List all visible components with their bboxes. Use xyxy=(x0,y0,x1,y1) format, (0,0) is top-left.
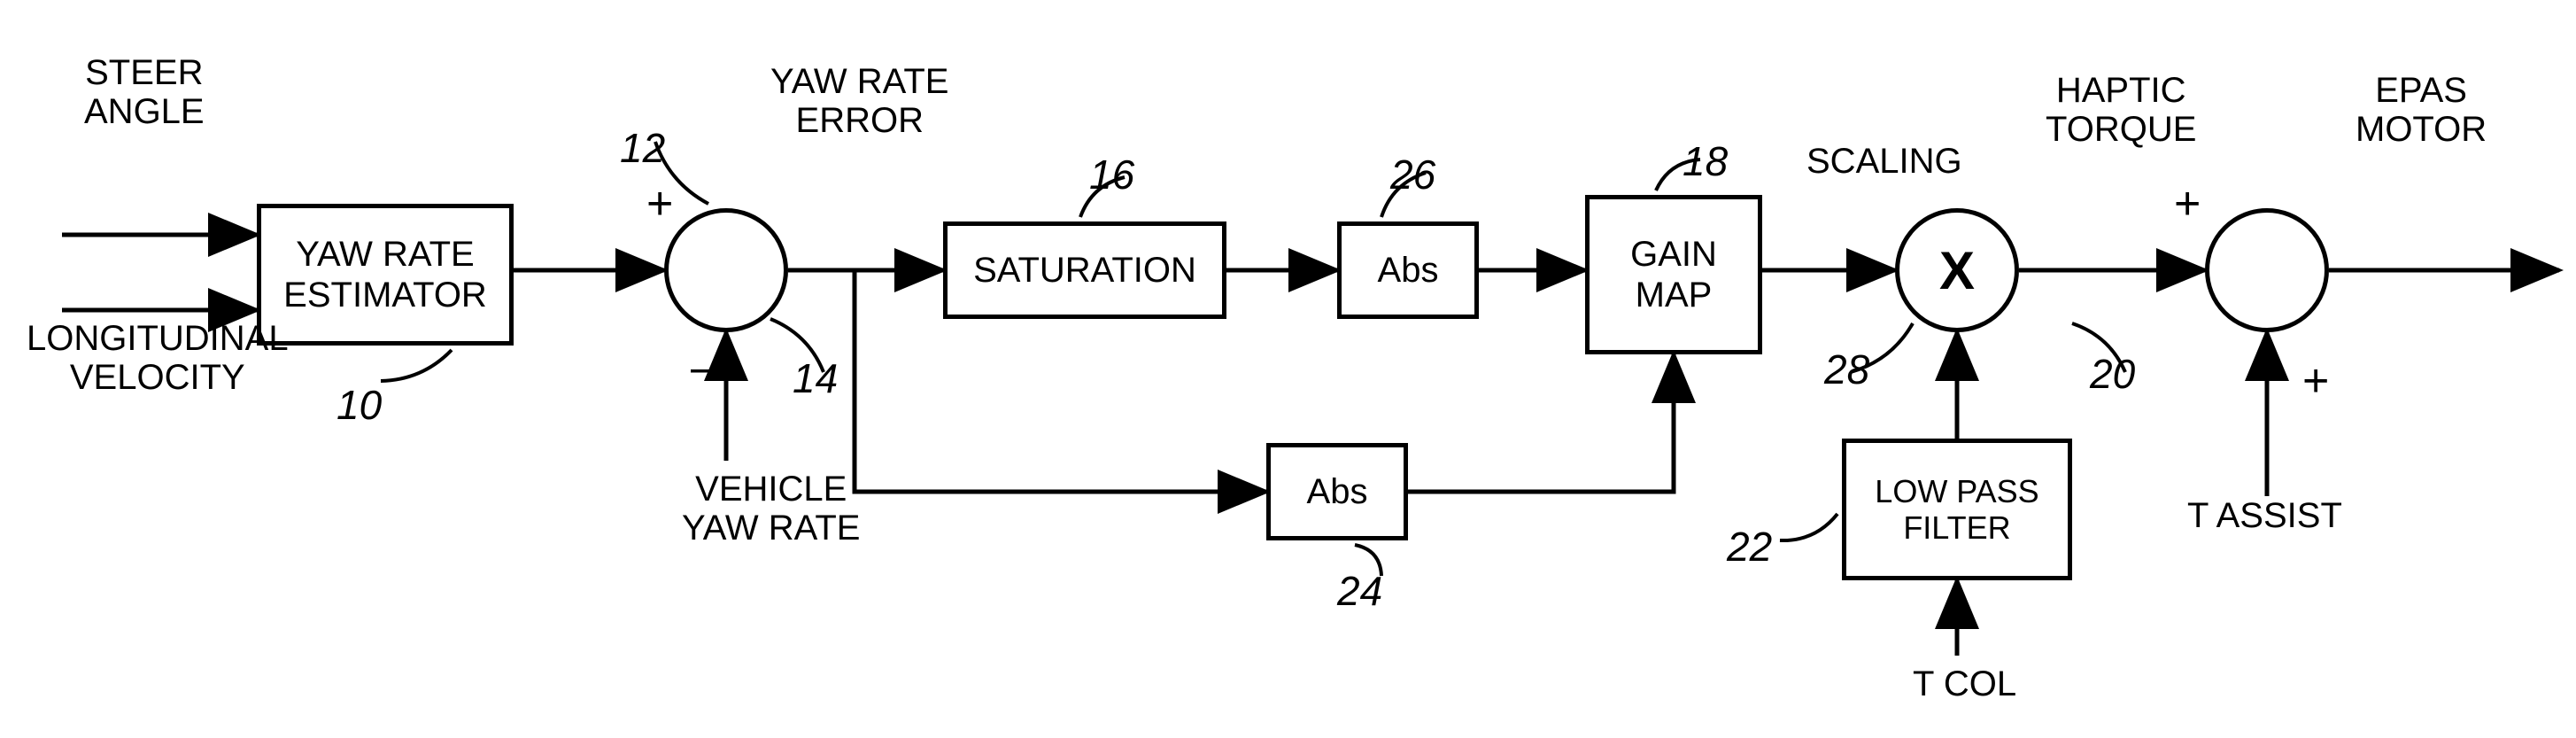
abs-upper-block: Abs xyxy=(1337,221,1479,319)
label-scaling: SCALING xyxy=(1806,142,1962,181)
label-t-assist: T ASSIST xyxy=(2187,496,2342,535)
label-longitudinal-velocity: LONGITUDINAL VELOCITY xyxy=(27,319,289,397)
diagram-stage: YAW RATEESTIMATOR SATURATION Abs GAINMAP… xyxy=(0,0,2576,738)
block-text: Abs xyxy=(1307,471,1368,512)
label-haptic-torque: HAPTIC TORQUE xyxy=(2046,71,2196,149)
ref-12: 12 xyxy=(620,124,665,172)
ref-14: 14 xyxy=(793,354,838,402)
sign-sum1-plus: + xyxy=(646,177,673,230)
ref-24: 24 xyxy=(1337,567,1382,615)
ref-16: 16 xyxy=(1089,151,1134,198)
ref-18: 18 xyxy=(1683,137,1728,185)
sum-junction-1 xyxy=(664,208,788,332)
block-text: SATURATION xyxy=(973,250,1196,291)
label-vehicle-yaw-rate: VEHICLE YAW RATE xyxy=(682,470,860,548)
ref-22: 22 xyxy=(1727,523,1772,571)
abs-lower-block: Abs xyxy=(1266,443,1408,540)
yaw-rate-estimator-block: YAW RATEESTIMATOR xyxy=(257,204,514,346)
sign-sum2-plus-bottom: + xyxy=(2302,354,2329,408)
multiply-junction: X xyxy=(1895,208,2019,332)
block-text: LOW PASSFILTER xyxy=(1875,473,2038,547)
ref-26: 26 xyxy=(1390,151,1435,198)
label-steer-angle: STEER ANGLE xyxy=(84,53,205,131)
label-yaw-rate-error: YAW RATE ERROR xyxy=(770,62,948,140)
block-text: YAW RATEESTIMATOR xyxy=(283,234,487,315)
label-t-col: T COL xyxy=(1913,664,2016,703)
ref-20: 20 xyxy=(2090,350,2135,398)
ref-10: 10 xyxy=(337,381,382,429)
sign-sum2-plus-left: + xyxy=(2174,177,2201,230)
saturation-block: SATURATION xyxy=(943,221,1226,319)
multiply-glyph: X xyxy=(1939,240,1975,301)
gain-map-block: GAINMAP xyxy=(1585,195,1762,354)
label-epas-motor: EPAS MOTOR xyxy=(2356,71,2487,149)
block-text: Abs xyxy=(1378,250,1439,291)
low-pass-filter-block: LOW PASSFILTER xyxy=(1842,439,2072,580)
sum-junction-2 xyxy=(2205,208,2329,332)
block-text: GAINMAP xyxy=(1630,234,1717,315)
ref-28: 28 xyxy=(1824,346,1869,393)
sign-sum1-minus: – xyxy=(691,341,716,394)
